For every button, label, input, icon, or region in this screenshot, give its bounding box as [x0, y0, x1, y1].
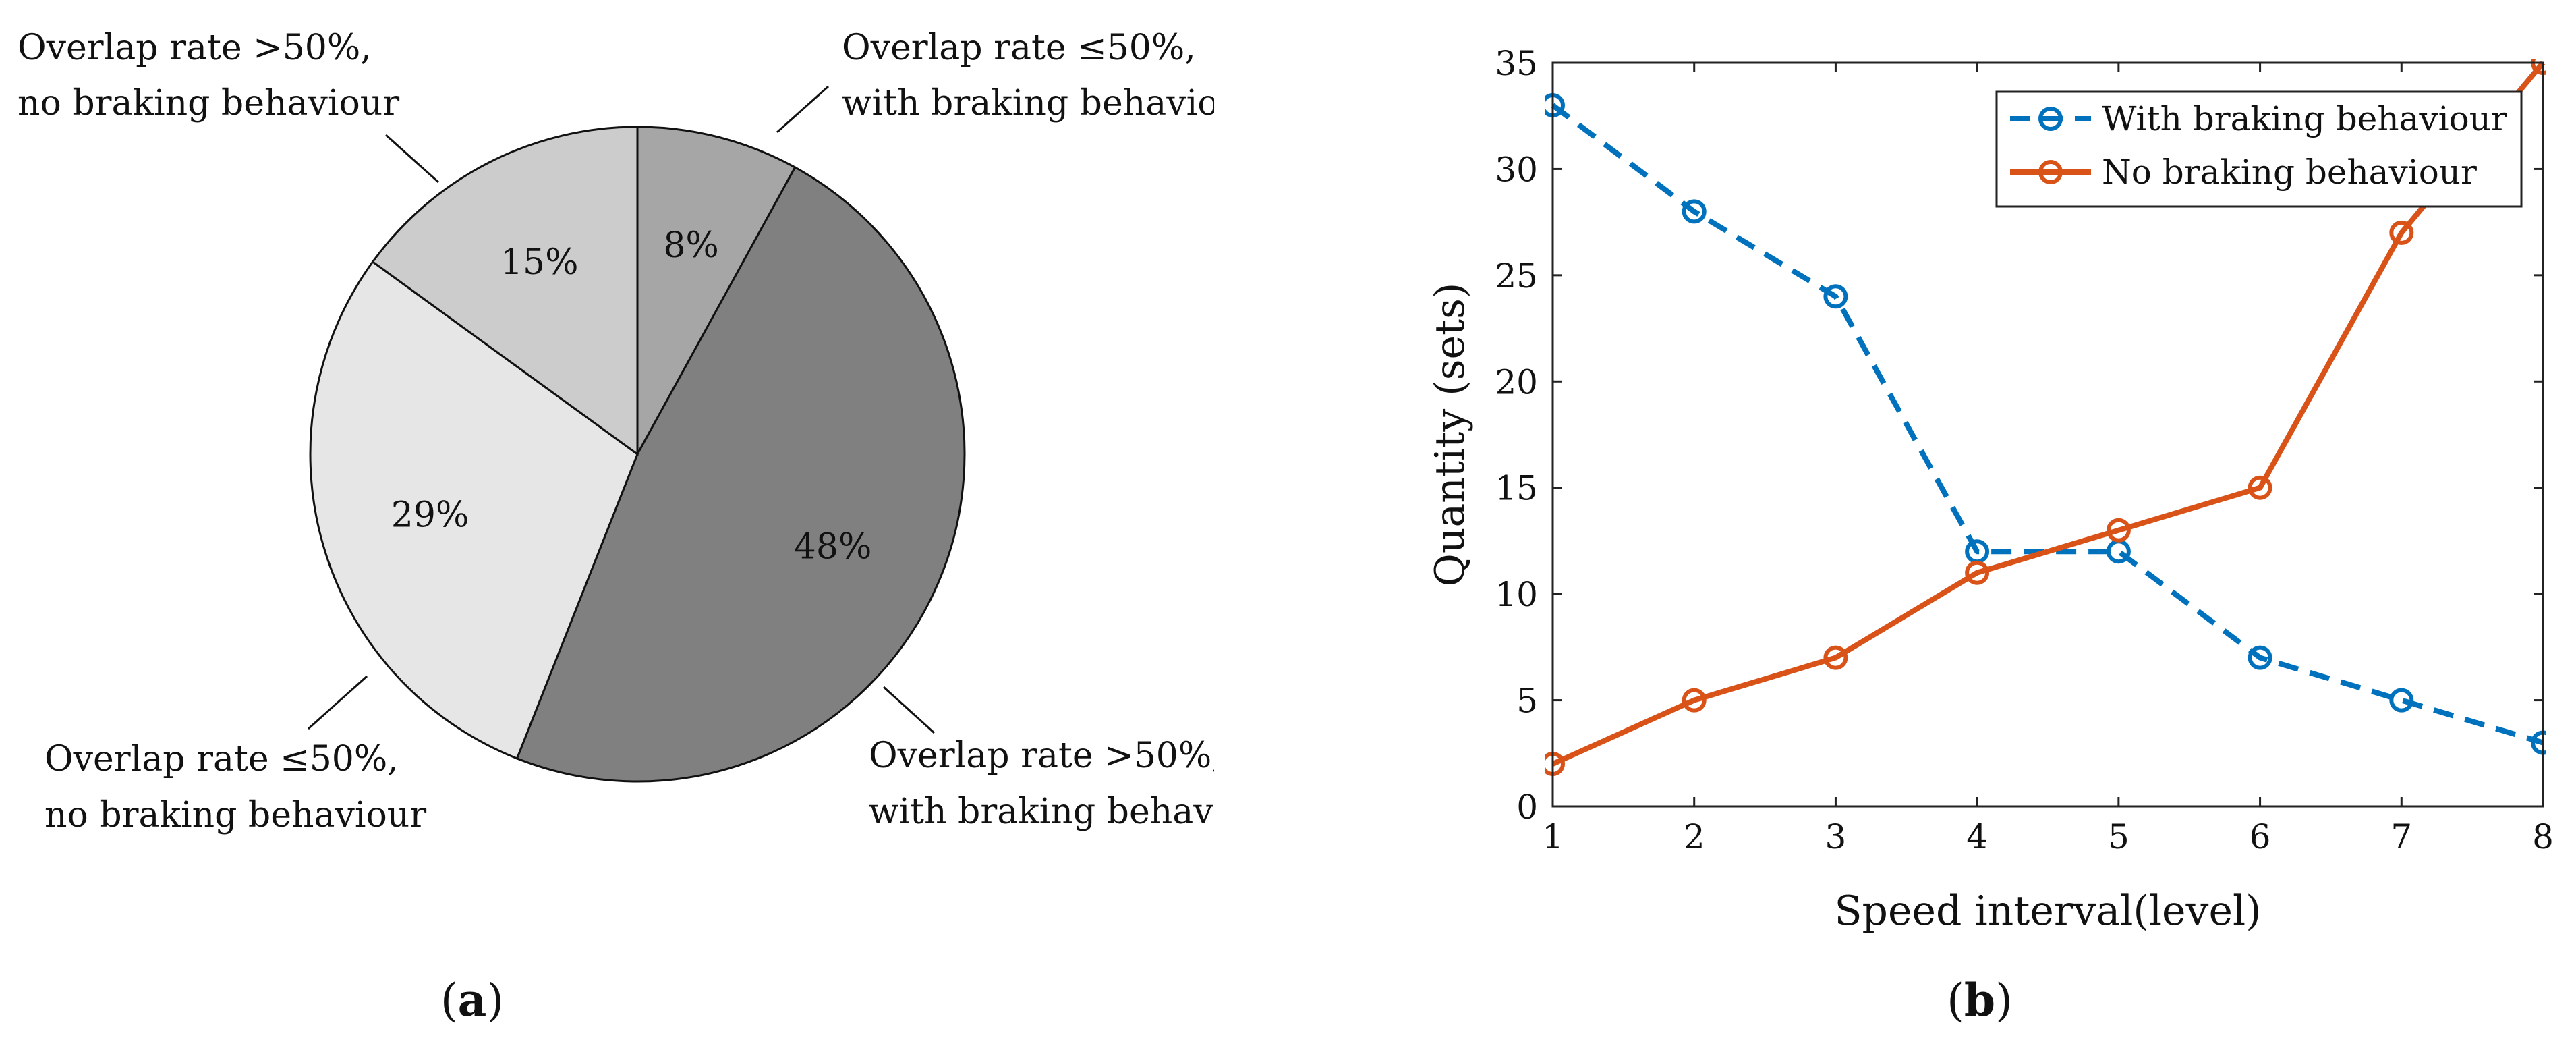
leader-line-slice-2: [882, 686, 936, 734]
pie-percent-3: 29%: [391, 495, 469, 535]
legend-swatch-no-braking-marker: [2038, 160, 2063, 184]
series-1-point-7: [2389, 688, 2414, 713]
leader-line-slice-4: [384, 134, 440, 184]
pie-chart: 8% 48% 29% 15% Overlap rate ≤50%, with brak…: [18, 28, 1223, 835]
y-tick-label: 20: [1495, 362, 1538, 402]
pie-label-slice-1-line1: Overlap rate ≤50%,: [842, 28, 1196, 68]
x-tick-label: 1: [1542, 817, 1564, 856]
series-2-point-3: [1823, 645, 1848, 670]
plot-frame: [1551, 61, 2544, 808]
y-tick-label: 15: [1495, 469, 1538, 508]
series-1-point-5: [2106, 539, 2131, 564]
y-tick-label: 0: [1516, 788, 1538, 827]
pie-percent-1: 8%: [663, 225, 719, 266]
pie-percent-labels: 8% 48% 29% 15%: [391, 225, 872, 567]
y-tick-label: 25: [1495, 256, 1538, 296]
series-1-point-3: [1823, 284, 1848, 309]
x-tick-label: 5: [2108, 817, 2129, 856]
pie-label-slice-3-line2: no braking behaviour: [45, 795, 426, 835]
pie-slice-4: [371, 126, 639, 456]
series-line-2: [1551, 61, 2546, 767]
series-2-point-7: [2389, 220, 2414, 245]
pie-label-slice-4-line1: Overlap rate >50%,: [18, 28, 372, 68]
y-tick-labels: 0 5 10 15 20 25 30 35: [1495, 44, 1538, 827]
pie-slice-2: [515, 165, 966, 783]
series-2-point-6: [2248, 475, 2272, 500]
x-tick-label: 7: [2391, 817, 2412, 856]
y-tick-label: 5: [1516, 682, 1538, 721]
legend-label-no-braking: No braking behaviour: [2102, 153, 2477, 192]
y-tick-label: 35: [1495, 44, 1538, 83]
series-1-point-6: [2248, 645, 2272, 670]
x-tick-label: 2: [1684, 817, 1705, 856]
series-line-1: [1551, 103, 2544, 746]
pie-percent-2: 48%: [794, 526, 872, 567]
pie-label-slice-4-line2: no braking behaviour: [18, 83, 399, 123]
pie-slices: [309, 126, 966, 783]
leader-line-slice-3: [307, 675, 368, 730]
x-tick-label: 3: [1825, 817, 1847, 856]
x-tick-label: 8: [2532, 817, 2554, 856]
pie-label-slice-2-line1: Overlap rate >50%,: [869, 736, 1223, 776]
pie-label-slice-3-line1: Overlap rate ≤50%,: [45, 739, 399, 779]
y-tick-label: 10: [1495, 575, 1538, 614]
legend-swatch-with-braking-marker: [2038, 107, 2063, 131]
y-tick-label: 30: [1495, 150, 1538, 189]
series-2-point-5: [2106, 518, 2131, 543]
pie-slice-3: [309, 260, 639, 760]
panel-b-caption: (b): [1947, 974, 2013, 1026]
x-tick-labels: 1 2 3 4 5 6 7 8: [1542, 817, 2554, 856]
leader-line-slice-1: [776, 85, 830, 134]
series-2-point-2: [1682, 688, 1707, 713]
legend: With braking behaviour No braking behavi…: [1995, 90, 2523, 208]
y-axis-title: Quantity (sets): [1427, 283, 1474, 587]
line-chart: 1 2 3 4 5 6 7 8 0 5 10 15 20 25 30 35 Speed interval(l…: [1427, 44, 2554, 935]
series-1-point-2: [1682, 199, 1707, 224]
pie-label-slice-1-line2: with braking behavio: [842, 83, 1219, 123]
panel-a-caption: (a): [440, 974, 504, 1026]
x-axis-title: Speed interval(level): [1834, 887, 2261, 935]
pie-slice-1: [636, 126, 797, 455]
x-tick-label: 4: [1966, 817, 1988, 856]
pie-percent-4: 15%: [500, 242, 579, 283]
pie-label-slice-2-line2: with braking behav: [869, 792, 1213, 832]
legend-label-with-braking: With braking behaviour: [2102, 99, 2507, 138]
series-2-point-4: [1965, 560, 1990, 585]
x-tick-label: 6: [2250, 817, 2271, 856]
legend-box: [1995, 90, 2523, 208]
